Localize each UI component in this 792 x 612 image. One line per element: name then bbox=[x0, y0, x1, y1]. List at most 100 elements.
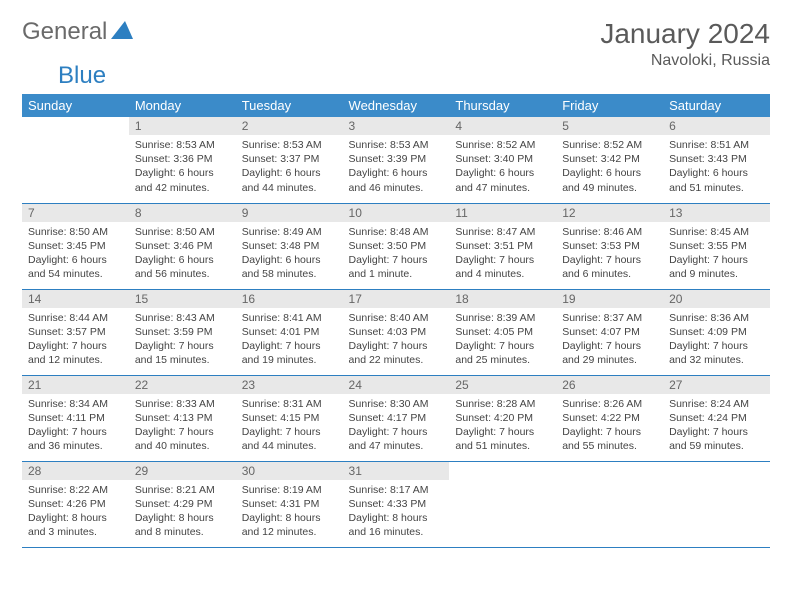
calendar-day-cell: 1Sunrise: 8:53 AMSunset: 3:36 PMDaylight… bbox=[129, 117, 236, 203]
calendar-day-cell: 23Sunrise: 8:31 AMSunset: 4:15 PMDayligh… bbox=[236, 375, 343, 461]
weekday-header: Saturday bbox=[663, 94, 770, 117]
day-number: 31 bbox=[343, 462, 450, 480]
day-number: 5 bbox=[556, 117, 663, 135]
day-content: Sunrise: 8:28 AMSunset: 4:20 PMDaylight:… bbox=[449, 394, 556, 460]
calendar-day-cell: 14Sunrise: 8:44 AMSunset: 3:57 PMDayligh… bbox=[22, 289, 129, 375]
day-number: 14 bbox=[22, 290, 129, 308]
day-number: 9 bbox=[236, 204, 343, 222]
day-content: Sunrise: 8:49 AMSunset: 3:48 PMDaylight:… bbox=[236, 222, 343, 288]
day-content: Sunrise: 8:37 AMSunset: 4:07 PMDaylight:… bbox=[556, 308, 663, 374]
calendar-body: 1Sunrise: 8:53 AMSunset: 3:36 PMDaylight… bbox=[22, 117, 770, 547]
day-number: 24 bbox=[343, 376, 450, 394]
day-content: Sunrise: 8:52 AMSunset: 3:40 PMDaylight:… bbox=[449, 135, 556, 201]
calendar-day-cell: 12Sunrise: 8:46 AMSunset: 3:53 PMDayligh… bbox=[556, 203, 663, 289]
calendar-day-cell: 20Sunrise: 8:36 AMSunset: 4:09 PMDayligh… bbox=[663, 289, 770, 375]
day-number: 17 bbox=[343, 290, 450, 308]
calendar-empty-cell bbox=[663, 461, 770, 547]
day-content: Sunrise: 8:53 AMSunset: 3:36 PMDaylight:… bbox=[129, 135, 236, 201]
calendar-day-cell: 28Sunrise: 8:22 AMSunset: 4:26 PMDayligh… bbox=[22, 461, 129, 547]
day-number: 26 bbox=[556, 376, 663, 394]
weekday-header: Sunday bbox=[22, 94, 129, 117]
calendar-day-cell: 21Sunrise: 8:34 AMSunset: 4:11 PMDayligh… bbox=[22, 375, 129, 461]
day-number: 19 bbox=[556, 290, 663, 308]
calendar-empty-cell bbox=[449, 461, 556, 547]
day-number: 4 bbox=[449, 117, 556, 135]
day-content: Sunrise: 8:41 AMSunset: 4:01 PMDaylight:… bbox=[236, 308, 343, 374]
logo-text-general: General bbox=[22, 18, 107, 46]
weekday-header: Friday bbox=[556, 94, 663, 117]
calendar-day-cell: 11Sunrise: 8:47 AMSunset: 3:51 PMDayligh… bbox=[449, 203, 556, 289]
day-number: 23 bbox=[236, 376, 343, 394]
logo-blue-wrap: Blue bbox=[58, 62, 118, 90]
calendar-week-row: 21Sunrise: 8:34 AMSunset: 4:11 PMDayligh… bbox=[22, 375, 770, 461]
logo-text-blue: Blue bbox=[58, 62, 106, 89]
calendar-day-cell: 18Sunrise: 8:39 AMSunset: 4:05 PMDayligh… bbox=[449, 289, 556, 375]
day-content: Sunrise: 8:40 AMSunset: 4:03 PMDaylight:… bbox=[343, 308, 450, 374]
day-number: 11 bbox=[449, 204, 556, 222]
day-number: 12 bbox=[556, 204, 663, 222]
weekday-header: Thursday bbox=[449, 94, 556, 117]
day-content: Sunrise: 8:47 AMSunset: 3:51 PMDaylight:… bbox=[449, 222, 556, 288]
day-content: Sunrise: 8:45 AMSunset: 3:55 PMDaylight:… bbox=[663, 222, 770, 288]
day-number: 13 bbox=[663, 204, 770, 222]
weekday-header: Monday bbox=[129, 94, 236, 117]
calendar-week-row: 7Sunrise: 8:50 AMSunset: 3:45 PMDaylight… bbox=[22, 203, 770, 289]
calendar-week-row: 1Sunrise: 8:53 AMSunset: 3:36 PMDaylight… bbox=[22, 117, 770, 203]
logo-triangle-icon bbox=[111, 18, 133, 46]
calendar-day-cell: 5Sunrise: 8:52 AMSunset: 3:42 PMDaylight… bbox=[556, 117, 663, 203]
calendar-day-cell: 6Sunrise: 8:51 AMSunset: 3:43 PMDaylight… bbox=[663, 117, 770, 203]
day-number: 21 bbox=[22, 376, 129, 394]
day-content: Sunrise: 8:52 AMSunset: 3:42 PMDaylight:… bbox=[556, 135, 663, 201]
day-number: 10 bbox=[343, 204, 450, 222]
day-number: 16 bbox=[236, 290, 343, 308]
day-content: Sunrise: 8:50 AMSunset: 3:45 PMDaylight:… bbox=[22, 222, 129, 288]
day-content: Sunrise: 8:30 AMSunset: 4:17 PMDaylight:… bbox=[343, 394, 450, 460]
day-content: Sunrise: 8:26 AMSunset: 4:22 PMDaylight:… bbox=[556, 394, 663, 460]
day-number: 30 bbox=[236, 462, 343, 480]
day-number: 3 bbox=[343, 117, 450, 135]
calendar-day-cell: 8Sunrise: 8:50 AMSunset: 3:46 PMDaylight… bbox=[129, 203, 236, 289]
month-title: January 2024 bbox=[600, 18, 770, 50]
calendar-day-cell: 24Sunrise: 8:30 AMSunset: 4:17 PMDayligh… bbox=[343, 375, 450, 461]
day-content: Sunrise: 8:34 AMSunset: 4:11 PMDaylight:… bbox=[22, 394, 129, 460]
day-content: Sunrise: 8:39 AMSunset: 4:05 PMDaylight:… bbox=[449, 308, 556, 374]
calendar-day-cell: 29Sunrise: 8:21 AMSunset: 4:29 PMDayligh… bbox=[129, 461, 236, 547]
calendar-empty-cell bbox=[556, 461, 663, 547]
header: General January 2024 Navoloki, Russia bbox=[22, 18, 770, 70]
day-number: 15 bbox=[129, 290, 236, 308]
weekday-header: Wednesday bbox=[343, 94, 450, 117]
day-content: Sunrise: 8:48 AMSunset: 3:50 PMDaylight:… bbox=[343, 222, 450, 288]
day-content: Sunrise: 8:22 AMSunset: 4:26 PMDaylight:… bbox=[22, 480, 129, 546]
day-content: Sunrise: 8:53 AMSunset: 3:37 PMDaylight:… bbox=[236, 135, 343, 201]
calendar-day-cell: 9Sunrise: 8:49 AMSunset: 3:48 PMDaylight… bbox=[236, 203, 343, 289]
calendar-week-row: 14Sunrise: 8:44 AMSunset: 3:57 PMDayligh… bbox=[22, 289, 770, 375]
day-number: 2 bbox=[236, 117, 343, 135]
calendar-day-cell: 3Sunrise: 8:53 AMSunset: 3:39 PMDaylight… bbox=[343, 117, 450, 203]
calendar-day-cell: 25Sunrise: 8:28 AMSunset: 4:20 PMDayligh… bbox=[449, 375, 556, 461]
day-number: 28 bbox=[22, 462, 129, 480]
day-content: Sunrise: 8:50 AMSunset: 3:46 PMDaylight:… bbox=[129, 222, 236, 288]
calendar-day-cell: 2Sunrise: 8:53 AMSunset: 3:37 PMDaylight… bbox=[236, 117, 343, 203]
day-content: Sunrise: 8:53 AMSunset: 3:39 PMDaylight:… bbox=[343, 135, 450, 201]
day-content: Sunrise: 8:46 AMSunset: 3:53 PMDaylight:… bbox=[556, 222, 663, 288]
title-block: January 2024 Navoloki, Russia bbox=[600, 18, 770, 70]
calendar-day-cell: 16Sunrise: 8:41 AMSunset: 4:01 PMDayligh… bbox=[236, 289, 343, 375]
calendar-day-cell: 27Sunrise: 8:24 AMSunset: 4:24 PMDayligh… bbox=[663, 375, 770, 461]
day-content: Sunrise: 8:51 AMSunset: 3:43 PMDaylight:… bbox=[663, 135, 770, 201]
day-number: 7 bbox=[22, 204, 129, 222]
calendar-day-cell: 4Sunrise: 8:52 AMSunset: 3:40 PMDaylight… bbox=[449, 117, 556, 203]
day-content: Sunrise: 8:43 AMSunset: 3:59 PMDaylight:… bbox=[129, 308, 236, 374]
weekday-header: Tuesday bbox=[236, 94, 343, 117]
calendar-table: SundayMondayTuesdayWednesdayThursdayFrid… bbox=[22, 94, 770, 548]
day-number: 29 bbox=[129, 462, 236, 480]
day-number: 18 bbox=[449, 290, 556, 308]
calendar-week-row: 28Sunrise: 8:22 AMSunset: 4:26 PMDayligh… bbox=[22, 461, 770, 547]
day-content: Sunrise: 8:44 AMSunset: 3:57 PMDaylight:… bbox=[22, 308, 129, 374]
calendar-day-cell: 7Sunrise: 8:50 AMSunset: 3:45 PMDaylight… bbox=[22, 203, 129, 289]
logo: General bbox=[22, 18, 133, 46]
day-content: Sunrise: 8:31 AMSunset: 4:15 PMDaylight:… bbox=[236, 394, 343, 460]
calendar-day-cell: 15Sunrise: 8:43 AMSunset: 3:59 PMDayligh… bbox=[129, 289, 236, 375]
day-number: 27 bbox=[663, 376, 770, 394]
calendar-empty-cell bbox=[22, 117, 129, 203]
calendar-day-cell: 31Sunrise: 8:17 AMSunset: 4:33 PMDayligh… bbox=[343, 461, 450, 547]
